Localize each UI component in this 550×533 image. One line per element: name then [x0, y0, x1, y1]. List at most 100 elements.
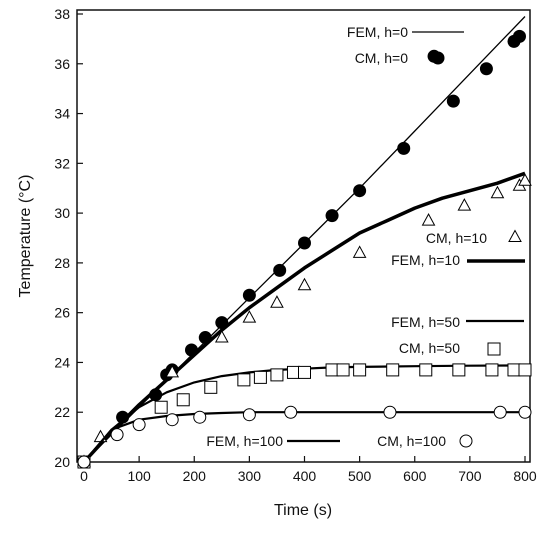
data-point-open-circle	[165, 413, 179, 427]
data-point-open-square	[452, 363, 466, 377]
legend-label: FEM, h=0	[347, 24, 408, 40]
legend-entry: FEM, h=0	[347, 24, 464, 40]
y-tick-label: 22	[54, 404, 70, 420]
x-tick-label: 0	[80, 468, 88, 484]
series-2	[82, 171, 526, 464]
data-point-open-square	[485, 363, 499, 377]
data-point-open-triangle	[165, 364, 180, 378]
data-point-open-square	[253, 370, 267, 384]
y-tick-label: 24	[54, 354, 70, 370]
x-tick-label: 200	[183, 468, 207, 484]
legend-label: FEM, h=100	[206, 433, 283, 449]
legend-label: CM, h=50	[399, 340, 460, 356]
data-point-open-square	[286, 365, 300, 379]
legend-label: CM, h=0	[355, 50, 409, 66]
legend-marker-sample	[459, 434, 473, 448]
data-point-open-square	[353, 363, 367, 377]
data-point-open-circle	[518, 405, 532, 419]
legend-entry: CM, h=50	[399, 340, 501, 356]
series-5	[77, 363, 532, 469]
series-4	[83, 364, 526, 463]
data-point-open-circle	[493, 405, 507, 419]
x-axis-title: Time (s)	[274, 502, 332, 519]
data-point-open-triangle	[352, 245, 367, 258]
data-point-open-triangle	[270, 295, 284, 308]
legend: FEM, h=0 CM, h=0 CM, h=10 FEM, h=10 FEM, h=5…	[206, 24, 525, 449]
legend-label: FEM, h=10	[391, 252, 460, 268]
series-3	[77, 173, 532, 467]
axis-ticks: 0 100 200 300 400 500 600 700 800 20 22 24 26 28 30 32 3…	[54, 6, 536, 484]
data-point-open-triangle	[421, 213, 436, 226]
data-point-open-square	[270, 368, 284, 382]
x-tick-label: 300	[238, 468, 262, 484]
series-layer	[77, 16, 532, 469]
series-line	[83, 411, 525, 463]
data-point-filled-circle	[116, 410, 130, 424]
series-line	[83, 364, 526, 463]
legend-entry: FEM, h=10	[391, 252, 525, 268]
data-point-filled-circle	[273, 263, 287, 277]
legend-label: CM, h=100	[377, 433, 446, 449]
y-tick-label: 34	[54, 106, 70, 122]
data-point-open-triangle	[214, 330, 229, 343]
data-point-open-circle	[110, 428, 124, 442]
data-point-filled-circle	[298, 236, 311, 250]
series-1	[77, 29, 526, 469]
legend-label: FEM, h=50	[391, 314, 460, 330]
data-point-open-triangle	[457, 198, 472, 211]
legend-entry: CM, h=0	[355, 50, 445, 66]
legend-marker-sample	[431, 51, 445, 65]
legend-entry: FEM, h=50	[391, 314, 524, 330]
x-tick-label: 600	[403, 468, 427, 484]
data-point-open-square	[507, 363, 521, 377]
y-tick-label: 26	[54, 305, 70, 321]
y-axis-title: Temperature (°C)	[17, 175, 34, 298]
data-point-open-triangle	[297, 277, 312, 291]
x-tick-label: 800	[513, 468, 537, 484]
data-point-filled-circle	[242, 288, 256, 302]
y-tick-label: 28	[54, 255, 70, 271]
legend-label: CM, h=10	[426, 230, 487, 246]
y-tick-label: 20	[54, 454, 70, 470]
data-point-open-circle	[242, 408, 256, 422]
series-7	[77, 405, 532, 469]
legend-entry: CM, h=100	[377, 433, 473, 449]
data-point-open-square	[419, 363, 433, 377]
data-point-open-square	[176, 393, 190, 407]
legend-entry: CM, h=10	[426, 229, 522, 246]
data-point-filled-circle	[479, 62, 493, 76]
y-tick-label: 38	[54, 6, 70, 22]
data-point-open-square	[518, 363, 532, 377]
data-point-filled-circle	[446, 94, 460, 108]
data-point-filled-circle	[325, 209, 339, 223]
data-point-open-triangle	[242, 310, 257, 323]
data-point-open-square	[386, 363, 400, 377]
data-point-open-square	[237, 373, 251, 387]
data-point-open-square	[336, 363, 350, 377]
y-tick-label: 36	[54, 56, 70, 72]
y-tick-label: 32	[54, 155, 70, 171]
data-point-filled-circle	[353, 184, 367, 198]
data-point-open-circle	[383, 405, 397, 419]
series-line	[82, 171, 526, 464]
series-6	[83, 411, 525, 463]
data-point-open-triangle	[490, 185, 505, 199]
data-point-open-circle	[193, 410, 207, 424]
legend-marker-sample	[508, 229, 522, 242]
data-point-open-square	[154, 400, 168, 414]
data-point-open-circle	[132, 418, 146, 432]
data-point-open-circle	[77, 455, 91, 469]
legend-entry: FEM, h=100	[206, 433, 340, 449]
data-point-filled-circle	[397, 141, 411, 155]
data-point-open-triangle	[518, 173, 532, 186]
plot-frame	[76, 9, 531, 463]
data-point-open-square	[298, 365, 311, 379]
x-tick-label: 500	[348, 468, 372, 484]
x-tick-label: 700	[458, 468, 482, 484]
legend-marker-sample	[487, 342, 501, 356]
x-tick-label: 100	[127, 468, 151, 484]
data-point-open-circle	[284, 405, 298, 419]
data-point-open-square	[204, 380, 218, 394]
